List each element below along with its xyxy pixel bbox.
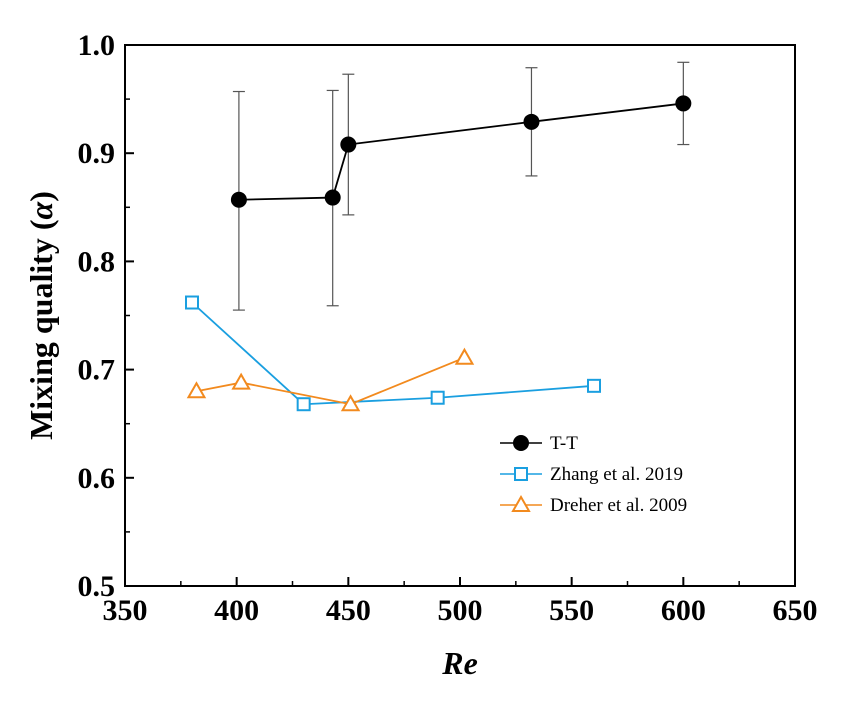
- data-point: [230, 191, 247, 208]
- y-tick-label: 1.0: [78, 29, 116, 62]
- axes-layer: 350 400 450 500 550 600 650 0.5 0.6 0.7 0.8 0.9 1.0: [78, 29, 818, 627]
- y-axis-title-prefix: Mixing quality (: [23, 219, 59, 439]
- y-axis-title: Mixing quality (α): [23, 191, 59, 440]
- series-2: [186, 347, 475, 412]
- y-tick-label: 0.7: [78, 354, 116, 387]
- series-0: [230, 61, 692, 311]
- y-axis-title-symbol: α: [23, 200, 59, 219]
- data-point: [587, 378, 601, 393]
- data-point: [296, 397, 311, 412]
- y-tick-label: 0.6: [78, 462, 116, 495]
- data-point: [523, 113, 540, 130]
- legend-item-dreher: Dreher et al. 2009: [500, 494, 687, 516]
- y-tick-label: 0.5: [78, 570, 116, 603]
- x-tick-label: 500: [438, 594, 483, 627]
- data-point: [340, 394, 361, 412]
- plot-layer: [185, 61, 692, 412]
- legend-marker-dreher: [511, 494, 531, 512]
- data-point: [430, 390, 445, 405]
- legend-label-dreher: Dreher et al. 2009: [550, 495, 687, 516]
- y-tick-label: 0.8: [78, 245, 116, 278]
- x-tick-label: 550: [549, 594, 594, 627]
- legend-marker-zhang: [514, 467, 528, 481]
- x-tick-label: 650: [773, 594, 818, 627]
- x-tick-label: 400: [214, 594, 259, 627]
- y-axis-title-suffix: ): [23, 191, 59, 202]
- x-axis-title: Re: [441, 645, 478, 681]
- legend-label-zhang: Zhang et al. 2019: [550, 464, 683, 485]
- data-point: [675, 95, 692, 112]
- x-tick-label: 350: [103, 594, 148, 627]
- legend-item-t-t: T-T: [500, 433, 578, 454]
- x-tick-label: 450: [326, 594, 371, 627]
- plot-frame: [124, 44, 796, 587]
- legend-label-t-t: T-T: [550, 433, 578, 454]
- series-1: [185, 295, 601, 412]
- legend-marker-t-t: [513, 435, 529, 451]
- data-point: [231, 372, 251, 390]
- x-tick-label: 600: [661, 594, 706, 627]
- data-point: [454, 347, 475, 365]
- data-point: [324, 189, 341, 206]
- series-line: [191, 301, 595, 406]
- data-point: [340, 136, 357, 153]
- legend: T-T Zhang et al. 2019 Dreher et al. 2009: [500, 433, 687, 516]
- data-point: [186, 381, 207, 399]
- series-line: [238, 102, 684, 201]
- data-point: [185, 295, 199, 310]
- y-tick-label: 0.9: [78, 137, 116, 170]
- series-line: [196, 356, 465, 406]
- legend-item-zhang: Zhang et al. 2019: [500, 464, 683, 485]
